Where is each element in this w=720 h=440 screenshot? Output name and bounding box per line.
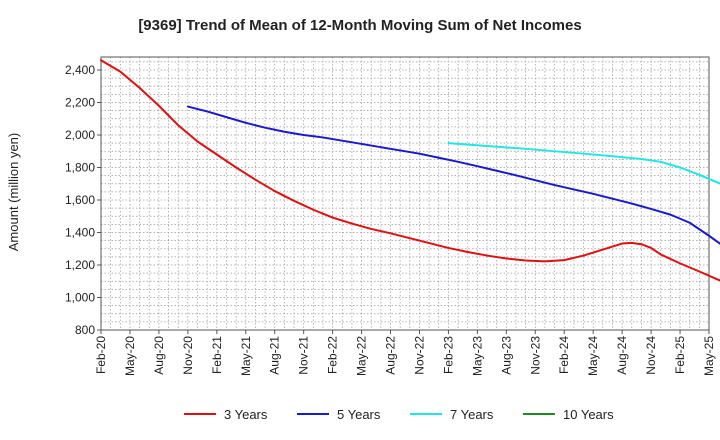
x-tick-label: Aug-20 xyxy=(152,336,166,375)
series-lines xyxy=(100,59,720,282)
x-tick-label: Feb-25 xyxy=(673,336,687,374)
x-tick-label: Nov-24 xyxy=(644,336,658,375)
y-tick-label: 800 xyxy=(75,323,95,337)
y-axis: 800 1,000 1,200 1,400 1,600 1,800 2,000 2,200 2,… xyxy=(65,63,101,337)
x-tick-label: Aug-21 xyxy=(268,336,282,375)
y-tick-label: 1,600 xyxy=(65,193,95,207)
y-tick-label: 1,000 xyxy=(65,291,95,305)
y-tick-label: 1,200 xyxy=(65,258,95,272)
series-line-3-years xyxy=(100,59,720,282)
x-tick-label: May-20 xyxy=(123,336,137,376)
x-tick-label: Feb-22 xyxy=(326,336,340,374)
x-tick-label: May-23 xyxy=(470,336,484,376)
legend-label-5-years: 5 Years xyxy=(337,407,381,422)
legend-label-7-years: 7 Years xyxy=(450,407,494,422)
legend-label-10-years: 10 Years xyxy=(563,407,614,422)
x-tick-label: Aug-23 xyxy=(499,336,513,375)
x-axis: Feb-20 May-20 Aug-20 Nov-20 Feb-21 May-21 Aug-… xyxy=(94,330,716,376)
x-tick-label: May-25 xyxy=(702,336,716,376)
series-line-5-years xyxy=(186,105,720,245)
y-tick-label: 2,000 xyxy=(65,128,95,142)
x-tick-label: Feb-20 xyxy=(94,336,108,374)
y-tick-label: 2,200 xyxy=(65,96,95,110)
legend-label-3-years: 3 Years xyxy=(224,407,268,422)
x-tick-label: Nov-23 xyxy=(528,336,542,375)
x-tick-label: May-24 xyxy=(586,336,600,376)
y-tick-label: 1,800 xyxy=(65,161,95,175)
legend: 3 Years 5 Years 7 Years 10 Years xyxy=(184,407,614,422)
grid xyxy=(101,57,709,330)
x-tick-label: May-22 xyxy=(355,336,369,376)
chart-title: [9369] Trend of Mean of 12-Month Moving … xyxy=(138,17,581,34)
y-axis-label: Amount (million yen) xyxy=(6,133,21,252)
x-tick-label: Nov-21 xyxy=(297,336,311,375)
y-tick-label: 1,400 xyxy=(65,226,95,240)
plot-area xyxy=(100,56,710,331)
x-tick-label: Nov-22 xyxy=(412,336,426,375)
x-tick-label: Aug-22 xyxy=(384,336,398,375)
x-tick-label: Feb-23 xyxy=(441,336,455,374)
series-line-7-years xyxy=(447,142,720,185)
x-tick-label: Aug-24 xyxy=(615,336,629,375)
x-tick-label: Feb-24 xyxy=(557,336,571,374)
x-tick-label: May-21 xyxy=(239,336,253,376)
x-tick-label: Feb-21 xyxy=(210,336,224,374)
x-tick-label: Nov-20 xyxy=(181,336,195,375)
y-tick-label: 2,400 xyxy=(65,63,95,77)
